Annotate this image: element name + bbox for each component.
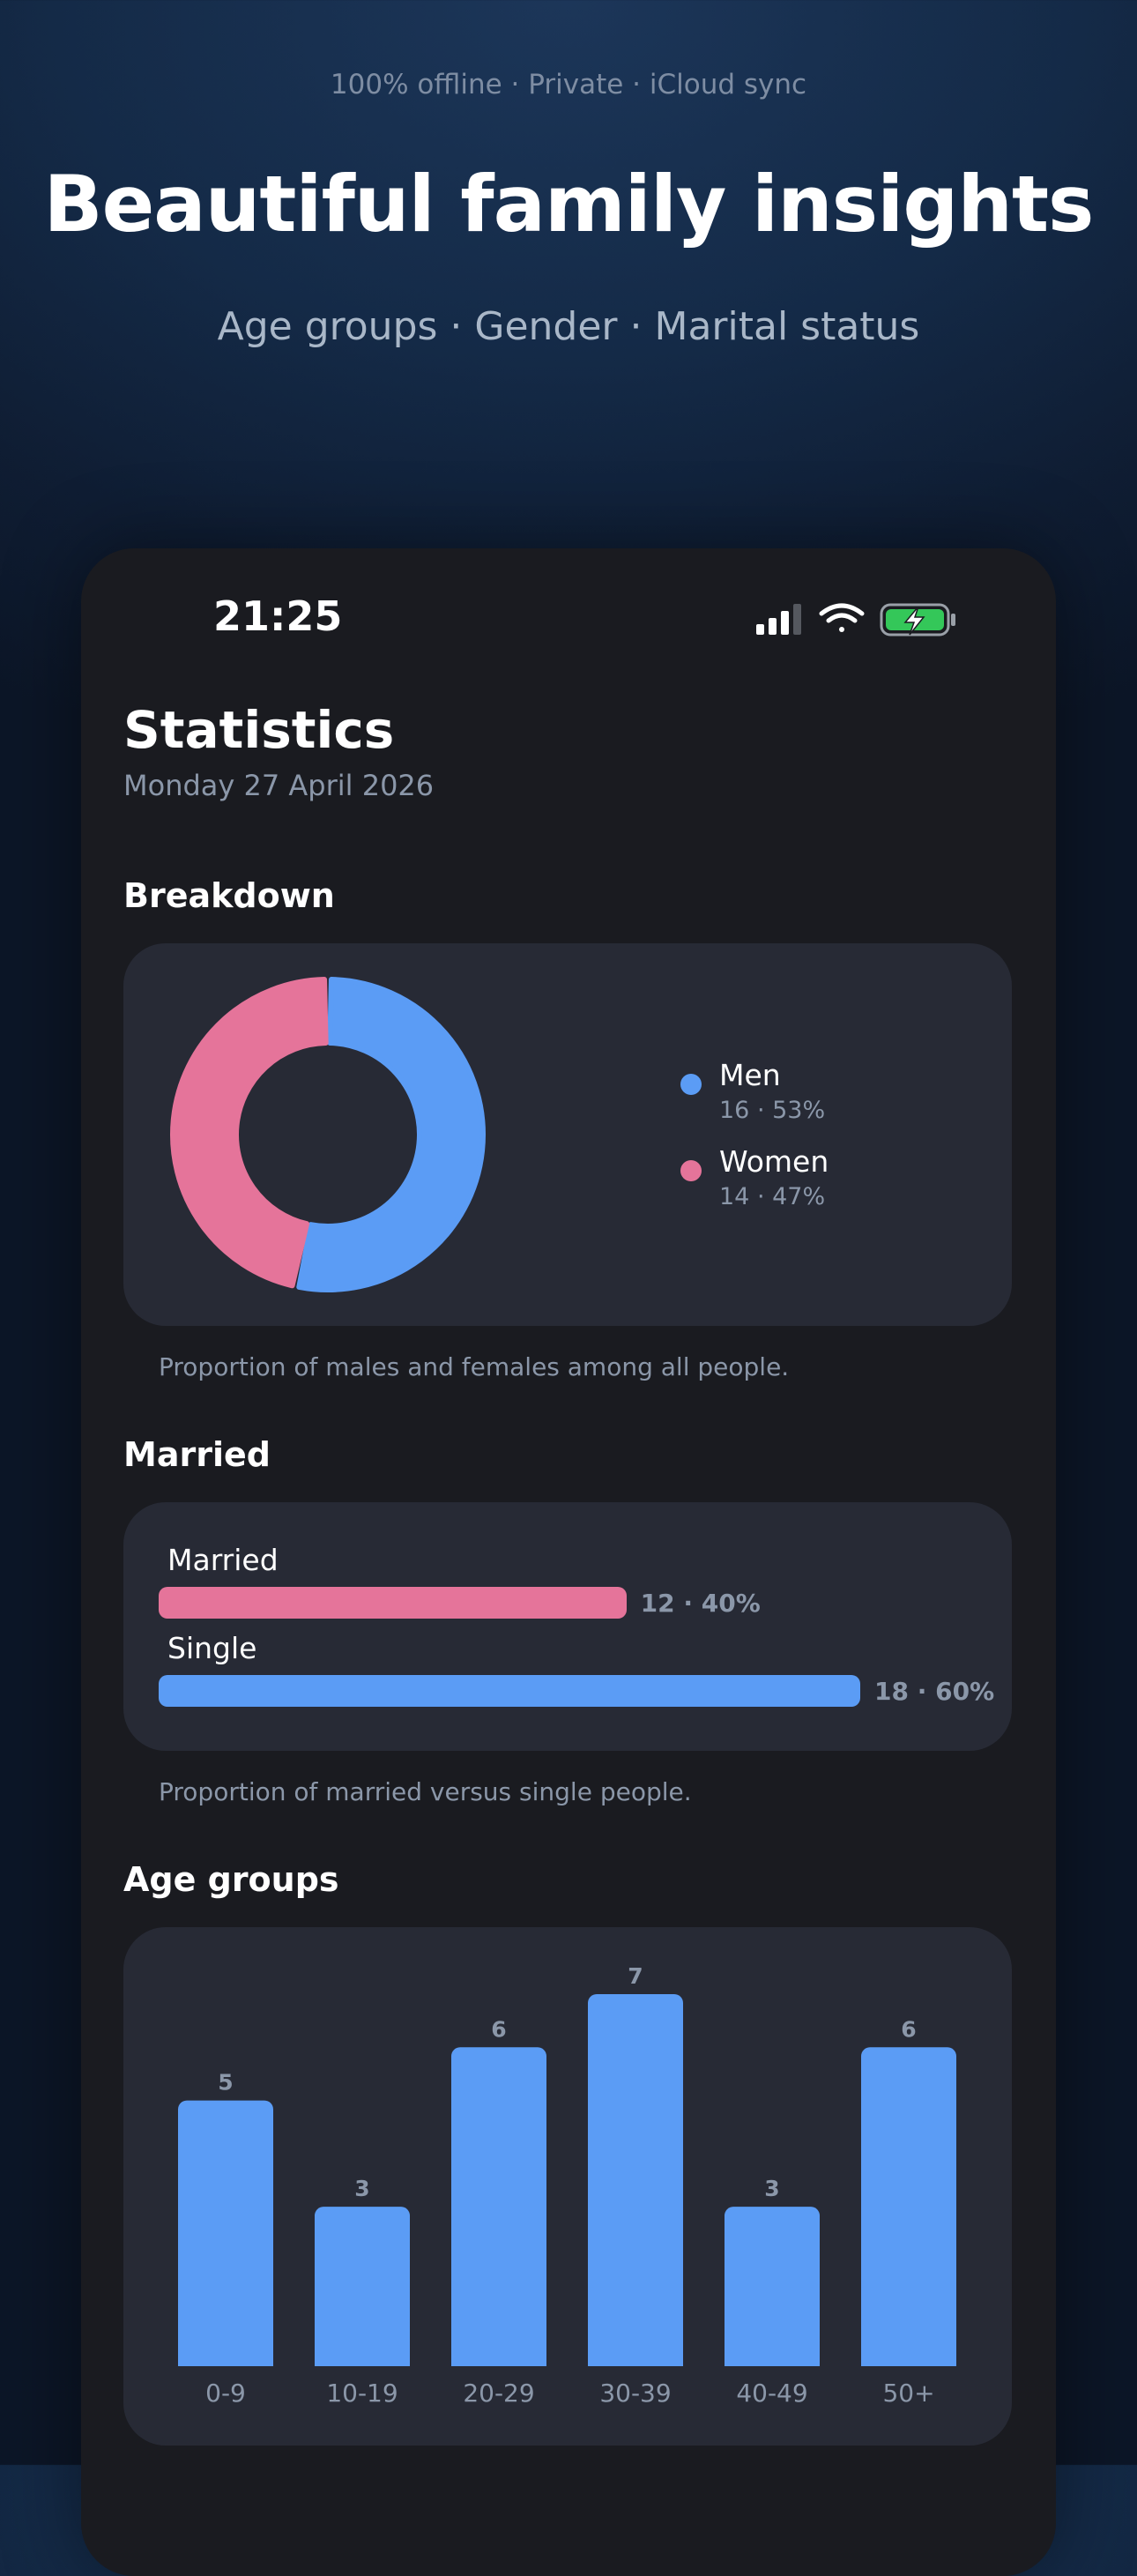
age-bar-40-49	[725, 2207, 820, 2366]
gender-donut-chart	[170, 977, 486, 1292]
donut-slice-men	[296, 977, 486, 1292]
age-bar-30-39	[588, 1994, 683, 2366]
age-bar-10-19	[315, 2207, 410, 2366]
status-time: 21:25	[213, 592, 343, 640]
hero-subline: Age groups · Gender · Marital status	[217, 304, 920, 349]
age-bar-50plus	[861, 2047, 956, 2366]
bar-value-single: 18 · 60%	[874, 1677, 995, 1706]
married-caption: Proportion of married versus single peop…	[159, 1777, 692, 1806]
legend-value-men: 16 · 53%	[719, 1097, 826, 1124]
age-bar-value-50plus: 6	[901, 2016, 916, 2042]
wifi-icon	[819, 603, 865, 632]
age-bar-0-9	[178, 2100, 273, 2366]
age-bar-base-0-9	[178, 2356, 273, 2366]
legend-dot-men	[680, 1074, 702, 1095]
married-section-title: Married	[123, 1435, 271, 1474]
age-bar-value-0-9: 5	[218, 2070, 233, 2096]
bar-label-married: Married	[167, 1543, 279, 1577]
age-bar-value-10-19: 3	[354, 2176, 369, 2201]
age-tick-label-50plus: 50+	[882, 2379, 934, 2408]
age-bar-base-10-19	[315, 2356, 410, 2366]
age-bar-value-20-29: 6	[491, 2016, 506, 2042]
age-groups-bar-chart: 5 0-9 3 10-19 6 20-29 7 30-39 3 40-49 6 50+	[178, 1963, 956, 2408]
breakdown-card: Men 16 · 53% Women 14 · 47%	[123, 943, 1012, 1326]
age-tick-label-20-29: 20-29	[463, 2379, 534, 2408]
donut-slice-women	[170, 977, 329, 1289]
age-bar-base-40-49	[725, 2356, 820, 2366]
age-tick-label-0-9: 0-9	[205, 2379, 246, 2408]
screen-title: Statistics	[123, 700, 395, 760]
phone-screen: 21:25 Statistics Monday 27 April 2026 Br…	[81, 548, 1056, 2576]
status-icons	[756, 603, 955, 637]
age-bar-base-20-29	[451, 2356, 546, 2366]
age-tick-label-40-49: 40-49	[736, 2379, 807, 2408]
breakdown-caption: Proportion of males and females among al…	[159, 1352, 790, 1381]
age-bar-value-30-39: 7	[628, 1963, 643, 1989]
breakdown-section-title: Breakdown	[123, 876, 335, 915]
legend-name-men: Men	[719, 1058, 781, 1092]
legend-dot-women	[680, 1160, 702, 1181]
age-bar-base-50plus	[861, 2356, 956, 2366]
age-tick-label-10-19: 10-19	[326, 2379, 398, 2408]
age-tick-label-30-39: 30-39	[599, 2379, 671, 2408]
bar-married	[159, 1587, 627, 1619]
bar-label-single: Single	[167, 1631, 257, 1665]
screen-date: Monday 27 April 2026	[123, 769, 435, 802]
married-card: Married 12 · 40% Single 18 · 60%	[123, 1502, 1012, 1751]
bar-single	[159, 1675, 860, 1707]
age-groups-card: 5 0-9 3 10-19 6 20-29 7 30-39 3 40-49 6 50+	[123, 1927, 1012, 2446]
hero-tagline: 100% offline · Private · iCloud sync	[330, 69, 807, 101]
age-bar-20-29	[451, 2047, 546, 2366]
battery-charging-icon	[880, 603, 955, 637]
bar-value-married: 12 · 40%	[640, 1589, 761, 1618]
age-groups-section-title: Age groups	[123, 1860, 339, 1899]
age-bar-base-30-39	[588, 2356, 683, 2366]
hero-headline: Beautiful family insights	[43, 159, 1095, 249]
age-bar-value-40-49: 3	[764, 2176, 779, 2201]
cellular-signal-icon	[756, 604, 801, 635]
legend-name-women: Women	[719, 1144, 829, 1179]
legend-value-women: 14 · 47%	[719, 1183, 826, 1210]
